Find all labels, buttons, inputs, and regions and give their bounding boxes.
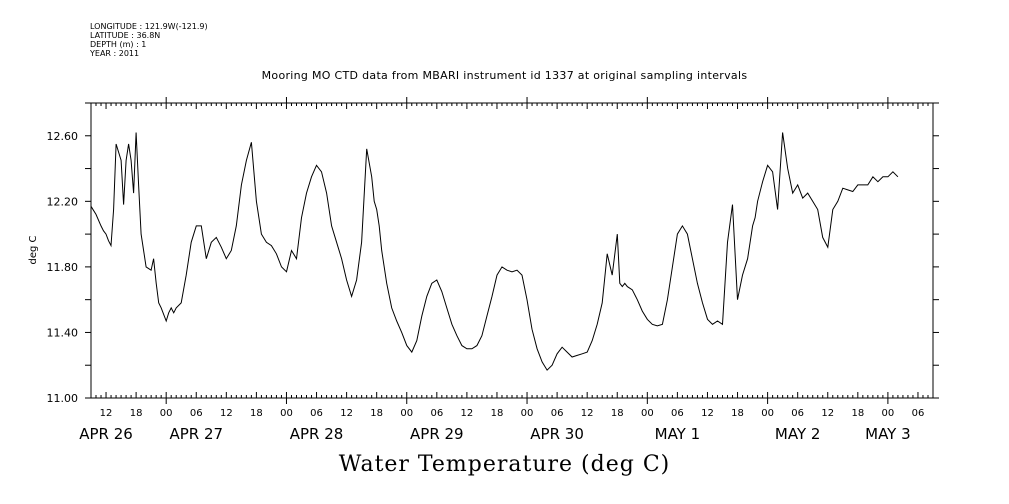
- date-label: MAY 2: [775, 425, 821, 443]
- date-label: APR 26: [79, 425, 133, 443]
- hour-tick-label: 06: [912, 408, 925, 419]
- hour-tick-label: 12: [100, 408, 113, 419]
- longitude-label: LONGITUDE : 121.9W(-121.9): [90, 22, 208, 31]
- date-label: APR 27: [169, 425, 223, 443]
- hour-tick-label: 06: [551, 408, 564, 419]
- chart-title: Mooring MO CTD data from MBARI instrumen…: [261, 69, 748, 82]
- latitude-label: LATITUDE : 36.8N: [90, 31, 161, 40]
- hour-tick-label: 12: [220, 408, 233, 419]
- hour-tick-label: 00: [280, 408, 293, 419]
- y-tick-label: 11.00: [47, 392, 79, 405]
- hour-tick-label: 00: [521, 408, 534, 419]
- metadata-header: LONGITUDE : 121.9W(-121.9) LATITUDE : 36…: [90, 22, 208, 58]
- hour-tick-label: 06: [791, 408, 804, 419]
- hour-tick-label: 12: [701, 408, 714, 419]
- y-axis-label: deg C: [28, 235, 39, 264]
- hour-tick-label: 18: [611, 408, 624, 419]
- hour-tick-label: 12: [581, 408, 594, 419]
- hour-tick-label: 06: [310, 408, 323, 419]
- temperature-series-line: [90, 132, 899, 371]
- depth-label: DEPTH (m) : 1: [90, 40, 147, 49]
- hour-tick-label: 18: [250, 408, 263, 419]
- x-axis-title: Water Temperature (deg C): [338, 452, 671, 477]
- hour-tick-label: 00: [761, 408, 774, 419]
- hour-tick-label: 06: [430, 408, 443, 419]
- hour-tick-label: 18: [370, 408, 383, 419]
- date-label: APR 29: [410, 425, 464, 443]
- hour-tick-label: 18: [851, 408, 864, 419]
- y-tick-label: 11.80: [47, 261, 79, 274]
- hour-tick-label: 00: [641, 408, 654, 419]
- y-tick-label: 12.20: [47, 195, 79, 208]
- hour-tick-label: 18: [731, 408, 744, 419]
- hour-tick-label: 00: [882, 408, 895, 419]
- date-label: APR 28: [290, 425, 344, 443]
- hour-tick-label: 12: [821, 408, 834, 419]
- hour-tick-label: 18: [491, 408, 504, 419]
- y-tick-label: 11.40: [47, 326, 79, 339]
- hour-tick-label: 18: [130, 408, 143, 419]
- hour-tick-label: 00: [400, 408, 413, 419]
- date-label: MAY 1: [655, 425, 701, 443]
- date-label: APR 30: [530, 425, 584, 443]
- year-label: YEAR : 2011: [90, 49, 140, 58]
- hour-tick-label: 06: [671, 408, 684, 419]
- hour-tick-label: 00: [160, 408, 173, 419]
- hour-tick-label: 12: [461, 408, 474, 419]
- hour-tick-label: 06: [190, 408, 203, 419]
- y-tick-label: 12.60: [47, 130, 79, 143]
- date-label: MAY 3: [865, 425, 911, 443]
- plot-frame: [90, 102, 934, 399]
- hour-tick-label: 12: [340, 408, 353, 419]
